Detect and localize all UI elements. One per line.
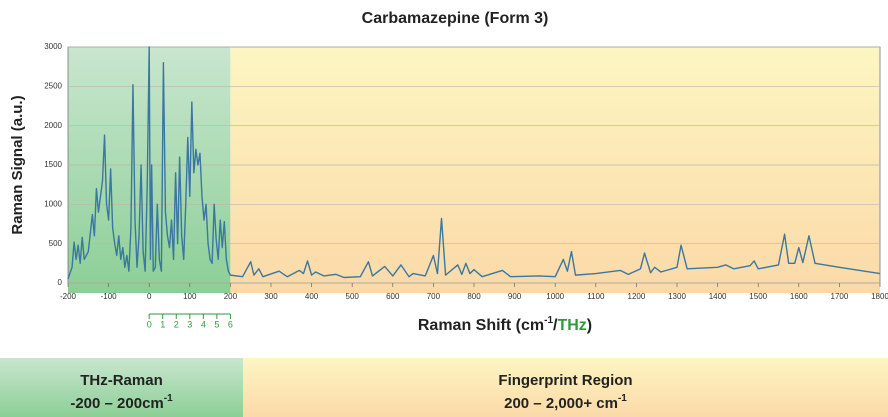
x-tick-label: 1200 <box>628 292 646 301</box>
x-tick-label: 0 <box>147 292 152 301</box>
x-label-part: THz <box>557 317 586 334</box>
y-axis-label: Raman Signal (a.u.) <box>9 95 26 234</box>
x2-tick-label: 6 <box>228 319 233 329</box>
y-tick-label: 1500 <box>44 160 62 169</box>
y-tick-label: 1000 <box>44 199 62 208</box>
x-label-sup: -1 <box>544 315 553 326</box>
y-tick-label: 3000 <box>44 42 62 51</box>
x2-tick-label: 5 <box>214 319 219 329</box>
x2-tick-label: 3 <box>187 319 192 329</box>
region-range-sup: -1 <box>164 393 173 404</box>
x2-tick-label: 2 <box>174 319 179 329</box>
region-label: THz-Raman <box>80 372 163 389</box>
x-label-part: Raman Shift (cm <box>418 317 544 334</box>
x-tick-label: 1500 <box>749 292 767 301</box>
region-range-sup: -1 <box>618 393 627 404</box>
y-tick-label: 500 <box>49 239 63 248</box>
x-tick-label: 1700 <box>831 292 849 301</box>
region-panel <box>243 358 888 417</box>
y-tick-label: 0 <box>58 278 63 287</box>
x-tick-label: 300 <box>264 292 278 301</box>
region-range-text: -200 – 200cm <box>70 395 163 412</box>
region-label: Fingerprint Region <box>498 372 632 389</box>
y-tick-label: 2500 <box>44 81 62 90</box>
x-tick-label: 600 <box>386 292 400 301</box>
x-tick-label: -100 <box>101 292 118 301</box>
x-label-part: ) <box>587 317 592 334</box>
x-tick-label: 100 <box>183 292 197 301</box>
x-tick-label: 1300 <box>668 292 686 301</box>
region-shade <box>230 47 880 293</box>
x-tick-label: 200 <box>224 292 238 301</box>
x-tick-label: -200 <box>60 292 77 301</box>
region-range: -200 – 200cm-1 <box>70 393 173 412</box>
x-tick-label: 1100 <box>587 292 605 301</box>
x-label-part: / <box>553 317 558 334</box>
y-tick-label: 2000 <box>44 121 62 130</box>
x-tick-label: 500 <box>346 292 360 301</box>
x-tick-label: 900 <box>508 292 522 301</box>
region-range: 200 – 2,000+ cm-1 <box>504 393 627 412</box>
x2-tick-label: 1 <box>160 319 165 329</box>
x-axis-label: Raman Shift (cm-1/THz) <box>418 315 592 335</box>
region-panel <box>0 358 243 417</box>
chart-title: Carbamazepine (Form 3) <box>362 10 549 27</box>
x2-tick-label: 0 <box>147 319 152 329</box>
x-tick-label: 1800 <box>871 292 888 301</box>
x-tick-label: 1000 <box>546 292 564 301</box>
x-tick-label: 800 <box>467 292 481 301</box>
x2-tick-label: 4 <box>201 319 206 329</box>
x-tick-label: 1400 <box>709 292 727 301</box>
region-range-text: 200 – 2,000+ cm <box>504 395 618 412</box>
spectrum-line <box>67 46 881 280</box>
x-tick-label: 400 <box>305 292 319 301</box>
x-tick-label: 1600 <box>790 292 808 301</box>
x-tick-label: 700 <box>427 292 441 301</box>
